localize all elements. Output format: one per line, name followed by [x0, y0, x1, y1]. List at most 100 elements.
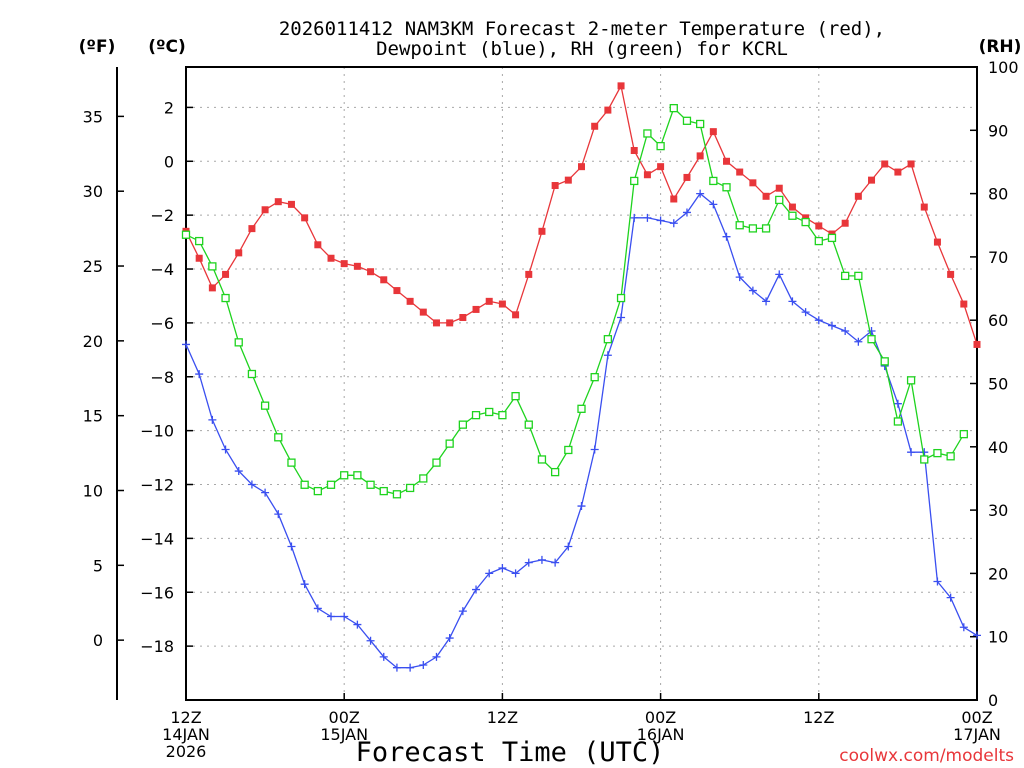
2-meter-temperature-point: [788, 203, 796, 211]
x-tick-label: 00Z: [645, 708, 676, 727]
x-axis-label: Forecast Time (UTC): [356, 737, 665, 768]
dewpoint-point: [366, 636, 375, 645]
fahrenheit-tick-label: 15: [83, 407, 103, 426]
dewpoint-point: [893, 399, 902, 408]
rh-point: [287, 458, 296, 467]
watermark: coolwx.com/modelts: [839, 746, 1014, 766]
rh-point: [247, 369, 257, 379]
rh-point: [326, 480, 336, 489]
2-meter-temperature-point: [353, 262, 361, 270]
dewpoint-point: [472, 585, 481, 594]
rh-point: [340, 471, 349, 480]
2-meter-temperature-point: [274, 198, 282, 206]
x-tick-label: 17JAN: [953, 725, 1001, 744]
rh-tick-label: 20: [988, 564, 1008, 583]
dewpoint-point: [907, 448, 916, 457]
2-meter-temperature-point: [775, 184, 783, 192]
dewpoint-point: [827, 321, 836, 330]
2-meter-temperature-point: [367, 268, 375, 276]
rh-point: [893, 417, 903, 426]
rh-point: [669, 103, 678, 113]
dewpoint-point: [182, 340, 190, 349]
dewpoint-point: [221, 445, 230, 454]
2-meter-temperature-point: [960, 300, 968, 308]
celsius-tick-label: −2: [150, 206, 174, 225]
rh-point: [498, 410, 507, 420]
rh-point: [195, 236, 204, 246]
dewpoint-point: [247, 480, 256, 489]
rh-point: [590, 373, 599, 382]
2-meter-temperature-point: [657, 163, 665, 171]
dewpoint-point: [274, 510, 283, 519]
dewpoint-point: [300, 580, 309, 589]
dewpoint-point: [511, 569, 520, 578]
dewpoint-point: [195, 370, 204, 379]
x-tick-label: 2026: [166, 742, 207, 761]
rh-tick-label: 40: [988, 438, 1008, 457]
rh-point: [867, 335, 876, 344]
2-meter-temperature-point: [287, 200, 295, 208]
dewpoint-point: [287, 542, 296, 551]
2-meter-temperature-point: [564, 176, 572, 184]
dewpoint-point: [748, 286, 757, 295]
dewpoint-point: [669, 219, 678, 228]
x-tick-label: 15JAN: [320, 725, 368, 744]
rh-point: [801, 217, 810, 227]
2-meter-temperature-point: [538, 227, 546, 235]
dewpoint-point: [709, 200, 718, 209]
rh-point: [906, 376, 916, 385]
2-meter-temperature-point: [933, 238, 941, 246]
rh-point: [946, 452, 955, 461]
dewpoint-point: [327, 612, 336, 621]
2-meter-temperature-point: [736, 168, 744, 176]
2-meter-temperature-point: [907, 160, 915, 168]
celsius-tick-label: 2: [164, 98, 174, 117]
rh-point: [920, 455, 929, 464]
rh-point: [722, 183, 731, 192]
rh-point: [643, 129, 652, 138]
rh-point: [221, 293, 230, 303]
rh-tick-label: 100: [988, 58, 1019, 77]
dewpoint-point: [208, 415, 217, 424]
fahrenheit-tick-label: 20: [83, 332, 103, 351]
dewpoint-point: [551, 558, 560, 567]
celsius-tick-label: −6: [150, 314, 174, 333]
rh-point: [419, 474, 428, 483]
dewpoint-point: [854, 337, 863, 346]
dewpoint-point: [696, 189, 705, 198]
2-meter-temperature-point: [380, 276, 388, 284]
dewpoint-point: [603, 351, 612, 360]
rh-point: [366, 480, 375, 489]
rh-point: [432, 458, 441, 467]
dewpoint-point: [867, 326, 876, 335]
x-tick-label: 14JAN: [162, 725, 210, 744]
2-meter-temperature-point: [419, 308, 427, 316]
fahrenheit-tick-label: 35: [83, 107, 103, 126]
x-tick-label: 00Z: [329, 708, 360, 727]
2-meter-temperature-point: [762, 192, 770, 200]
dewpoint-point: [762, 297, 771, 306]
rh-point: [880, 357, 889, 366]
2-meter-temperature-point: [406, 297, 414, 305]
2-meter-temperature-point: [591, 122, 599, 130]
rh-tick-label: 70: [988, 248, 1008, 267]
dewpoint-point: [379, 652, 388, 661]
dewpoint-point: [353, 620, 362, 629]
rh-point: [445, 439, 454, 448]
2-meter-temperature-point: [301, 214, 309, 222]
dewpoint-point: [564, 542, 573, 551]
dewpoint-point: [537, 555, 546, 564]
dewpoint-point: [234, 467, 243, 476]
dewpoint-point: [458, 607, 467, 616]
2-meter-temperature-point: [683, 173, 691, 181]
fahrenheit-tick-label: 10: [83, 481, 103, 500]
rh-point: [392, 490, 402, 499]
rh-point: [234, 338, 243, 347]
chart-title-line2: Dewpoint (blue), RH (green) for KCRL: [376, 38, 788, 60]
celsius-tick-label: −10: [140, 422, 174, 441]
2-meter-temperature-point: [459, 314, 467, 322]
2-meter-temperature-point: [261, 206, 269, 214]
2-meter-temperature-point: [920, 203, 928, 211]
rh-point: [616, 293, 626, 303]
